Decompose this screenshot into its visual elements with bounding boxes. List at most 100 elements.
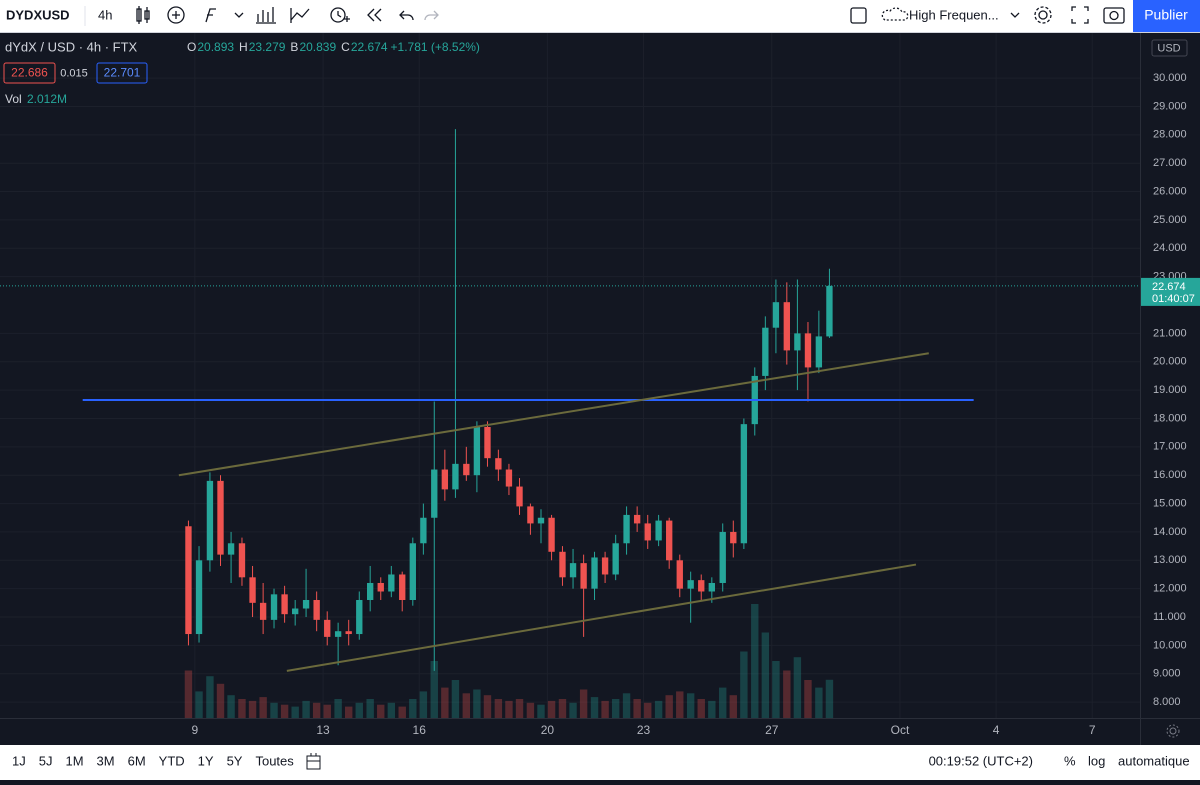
candle-body (195, 560, 203, 635)
range-button[interactable]: 5Y (227, 753, 243, 768)
y-tick-label: 14.000 (1153, 526, 1187, 538)
candle-body (569, 563, 577, 578)
publish-label[interactable]: Publier (1144, 7, 1188, 23)
candle-body (644, 523, 651, 541)
candle-body (313, 600, 320, 620)
volume-bar (697, 699, 705, 718)
date-range-icon[interactable] (306, 753, 321, 770)
clock[interactable]: 00:19:52 (UTC+2) (929, 753, 1033, 768)
volume-bar (323, 704, 331, 718)
candle-body (762, 327, 769, 376)
candle-body (281, 594, 288, 615)
snapshot-icon[interactable] (1103, 7, 1125, 24)
x-tick-label: 27 (765, 723, 779, 737)
x-tick-label: 7 (1089, 723, 1096, 737)
candle-body (633, 514, 641, 524)
volume-bar (611, 699, 620, 718)
toolbar (0, 0, 1200, 32)
trend-line (286, 563, 917, 672)
settings-icon[interactable] (1034, 6, 1052, 24)
volume-bar (451, 680, 460, 718)
chevron[interactable] (1010, 12, 1020, 18)
range-button[interactable]: 1Y (198, 753, 214, 768)
bid: 22.686 (11, 66, 48, 80)
x-tick-label: 23 (637, 723, 651, 737)
auto-toggle[interactable]: automatique (1118, 753, 1190, 768)
volume-bar (547, 700, 556, 718)
candle-body (377, 582, 384, 592)
candle-body (772, 302, 780, 328)
layout-name[interactable]: High Frequen... (909, 7, 999, 22)
legend-value: 20.893 (197, 40, 234, 54)
candle-body (302, 600, 310, 609)
range-button[interactable]: 1M (65, 753, 83, 768)
candle-body (227, 543, 235, 555)
candle-body (473, 426, 481, 476)
legend-value: 23.279 (249, 40, 286, 54)
volume-bar (430, 661, 438, 718)
legend-key: H (239, 40, 248, 54)
currency[interactable]: USD (1157, 42, 1180, 54)
rewind-icon[interactable] (367, 8, 382, 22)
y-tick-label: 26.000 (1153, 185, 1187, 197)
candle-body (783, 302, 790, 351)
candle-body (708, 582, 715, 592)
volume-bar (344, 706, 353, 718)
volume-bar (248, 700, 257, 718)
interval[interactable]: 4h (98, 7, 112, 22)
y-tick-label: 28.000 (1153, 129, 1187, 141)
publish-button[interactable] (1133, 0, 1200, 32)
currency-box[interactable] (1151, 39, 1188, 57)
x-tick-label: 16 (413, 723, 427, 737)
candle-body (334, 631, 342, 637)
candle-body (452, 463, 459, 490)
candle-body (537, 517, 545, 524)
volume-bar (579, 689, 588, 718)
range-button[interactable]: 3M (97, 753, 115, 768)
axis-settings-icon[interactable] (1166, 724, 1180, 738)
range-button[interactable]: 6M (128, 753, 146, 768)
checkbox[interactable] (850, 7, 867, 24)
y-tick-label: 12.000 (1153, 583, 1187, 595)
volume-bar (569, 702, 577, 718)
range-button[interactable]: Toutes (255, 753, 294, 768)
volume-bar (676, 691, 684, 718)
replay-icon[interactable] (290, 8, 310, 23)
volume-bar (804, 680, 812, 718)
candle-body (366, 582, 374, 601)
candle-body (185, 526, 192, 635)
range-button[interactable]: 1J (12, 753, 26, 768)
redo-icon[interactable] (424, 10, 439, 21)
ask: 22.701 (104, 66, 141, 80)
legend-change: +1.781 (+8.52%) (391, 40, 480, 54)
compare-icon[interactable] (256, 7, 276, 24)
volume-bar (280, 704, 289, 718)
candle-body (527, 506, 534, 524)
y-tick-label: 19.000 (1153, 384, 1187, 396)
volume-bar (622, 693, 631, 718)
symbol[interactable]: DYDXUSD (6, 7, 70, 22)
y-tick-label: 27.000 (1153, 157, 1187, 169)
alert-icon[interactable] (330, 7, 350, 23)
candle-body (217, 480, 224, 555)
candle-body (548, 517, 555, 552)
candle-body (249, 577, 256, 603)
candle-body (676, 560, 683, 589)
percent-toggle[interactable]: % (1064, 753, 1076, 768)
volume-bar (184, 670, 193, 718)
add-icon[interactable] (167, 6, 185, 24)
candle-icon[interactable] (136, 6, 150, 24)
log-toggle[interactable]: log (1088, 753, 1105, 768)
volume-bar (686, 693, 695, 718)
indicators-icon[interactable] (205, 8, 244, 23)
range-button[interactable]: 5J (39, 753, 53, 768)
volume-bar (761, 632, 770, 718)
legend-key: B (290, 40, 298, 54)
undo-icon[interactable] (399, 10, 414, 21)
range-button[interactable]: YTD (159, 753, 185, 768)
candle-body (591, 557, 598, 589)
legend-ohlc: O 20.893 H 23.279 B 20.839 C 22.674 +1.781 (+8.5… (187, 40, 480, 54)
fullscreen-icon[interactable] (1071, 6, 1089, 24)
volume-bar (654, 700, 663, 718)
